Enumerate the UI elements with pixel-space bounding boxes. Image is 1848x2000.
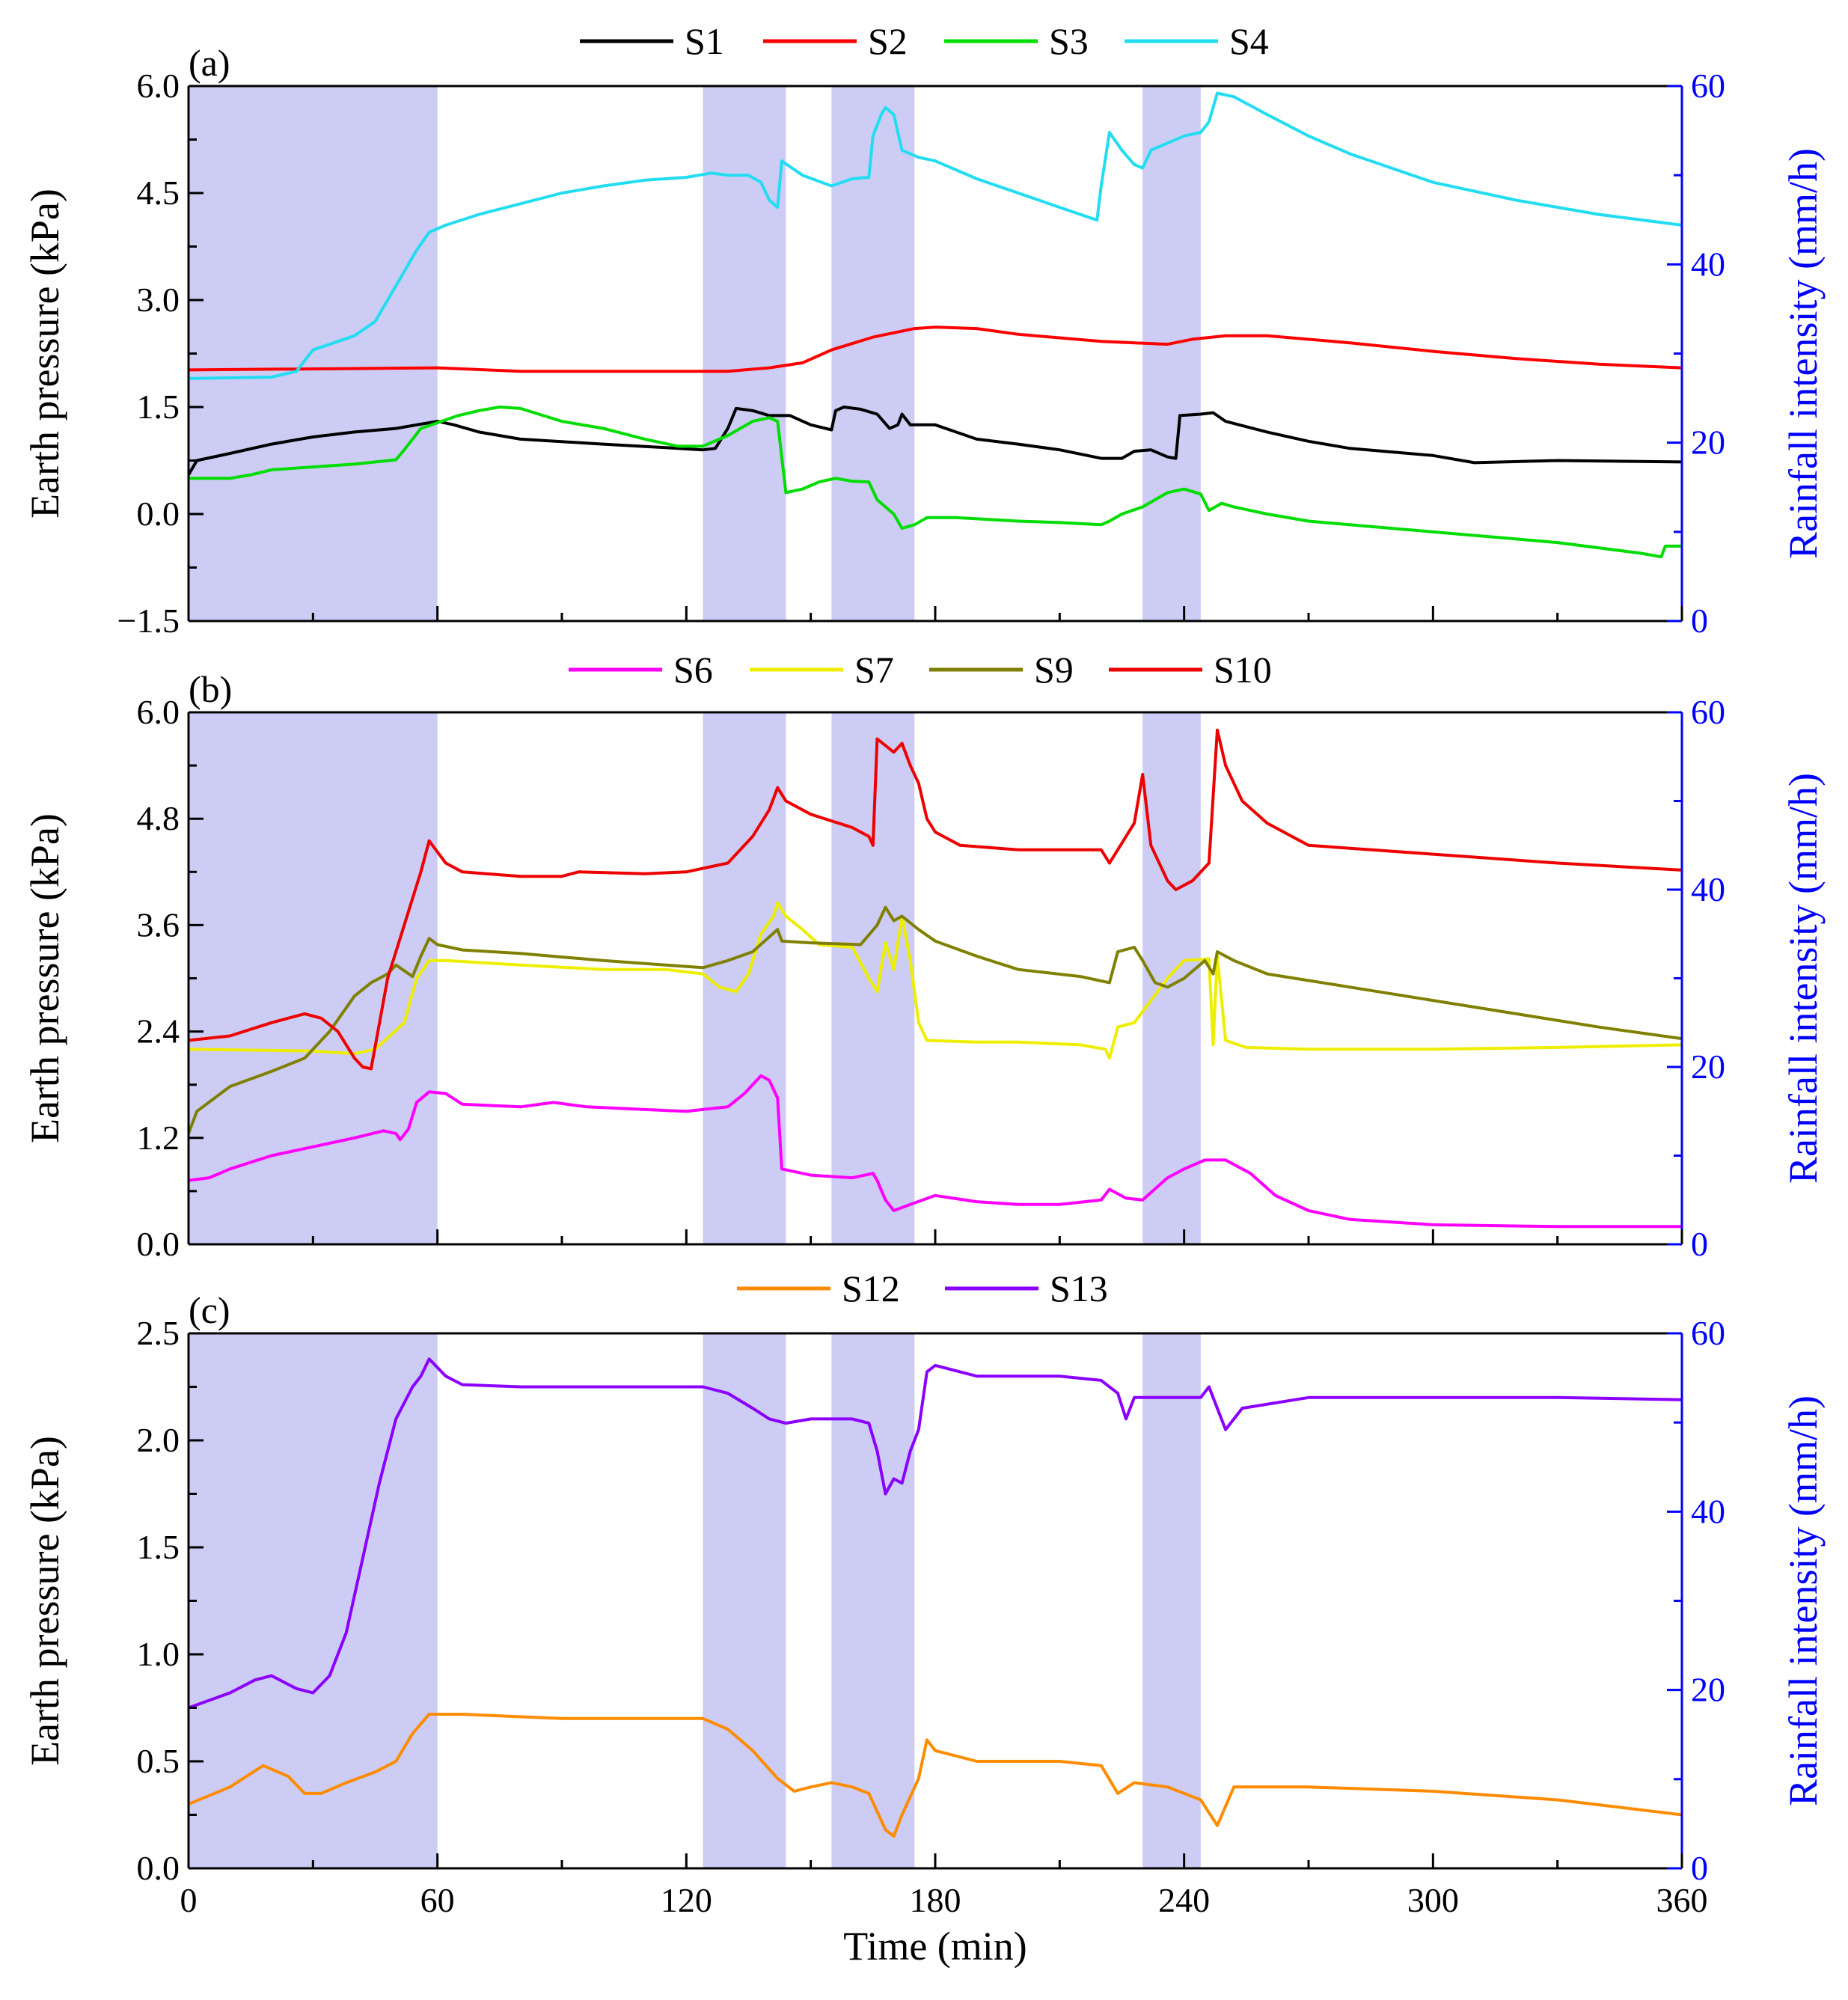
y-tick-label: 3.6 — [137, 905, 180, 944]
rainfall-band-1 — [703, 86, 786, 621]
legend-label-S7: S7 — [854, 649, 894, 691]
panel-1: 0.0 1.2 2.4 3.6 4.8 6.0 0 20 40 60 Earth pressure … — [22, 649, 1826, 1263]
y-tick-label: 0.0 — [137, 495, 180, 533]
rainfall-band-2 — [831, 712, 915, 1244]
y2-axis-title: Rainfall intensity (mm/h) — [1781, 1395, 1826, 1806]
series-line-S12 — [189, 1713, 1682, 1838]
legend-label-S6: S6 — [673, 649, 713, 691]
y-tick-label: 2.0 — [137, 1421, 180, 1459]
y-tick-label: 0.5 — [137, 1742, 180, 1780]
rainfall-band-3 — [1142, 1333, 1201, 1868]
legend: S6 S7 S9 S10 — [569, 649, 1272, 691]
y-tick-label: 1.2 — [137, 1119, 180, 1157]
series-line-S7 — [189, 901, 1682, 1060]
panel-label: (b) — [189, 668, 232, 710]
y-axis-title: Earth pressure (kPa) — [22, 1436, 67, 1766]
rainfall-band-0 — [189, 86, 438, 621]
y2-axis-title: Rainfall intensity (mm/h) — [1781, 148, 1826, 559]
y-tick-label: 4.5 — [137, 174, 180, 212]
legend-label-S10: S10 — [1214, 649, 1272, 691]
y2-tick-label: 0 — [1691, 1849, 1708, 1887]
legend-label-S4: S4 — [1229, 20, 1269, 62]
y2-tick-label: 20 — [1691, 1048, 1725, 1086]
y-axis-title: Earth pressure (kPa) — [22, 813, 67, 1143]
y-tick-label: 1.5 — [137, 1528, 180, 1566]
rainfall-band-0 — [189, 712, 438, 1244]
y2-tick-label: 20 — [1691, 423, 1725, 462]
y2-tick-label: 60 — [1691, 693, 1725, 731]
y2-tick-label: 0 — [1691, 1225, 1708, 1263]
x-tick-label: 180 — [910, 1881, 961, 1919]
series-line-S13 — [189, 1357, 1682, 1710]
y-tick-label: 2.4 — [137, 1012, 180, 1051]
rainfall-band-2 — [831, 1333, 915, 1868]
y-tick-label: 0.0 — [137, 1225, 180, 1263]
legend-label-S2: S2 — [868, 20, 908, 62]
y2-tick-label: 0 — [1691, 602, 1708, 640]
x-tick-label: 360 — [1656, 1881, 1708, 1919]
y-tick-label: 4.8 — [137, 799, 180, 837]
y2-tick-label: 20 — [1691, 1671, 1725, 1709]
x-axis-title: Time (min) — [843, 1924, 1027, 1969]
y-tick-label: 3.0 — [137, 281, 180, 319]
legend-label-S1: S1 — [685, 20, 724, 62]
rainfall-band-1 — [703, 1333, 786, 1868]
y-tick-label: 0.0 — [137, 1849, 180, 1887]
x-tick-label: 0 — [180, 1881, 198, 1919]
y-tick-label: 1.5 — [137, 388, 180, 426]
y-tick-label: 6.0 — [137, 693, 180, 731]
series-line-S3 — [189, 406, 1682, 559]
rainfall-band-3 — [1142, 86, 1201, 621]
y-axis-title: Earth pressure (kPa) — [22, 189, 67, 519]
panel-label: (c) — [189, 1289, 230, 1331]
legend-label-S12: S12 — [842, 1267, 900, 1309]
y-tick-label: 1.0 — [137, 1635, 180, 1673]
legend-label-S9: S9 — [1034, 649, 1074, 691]
panel-2: 0.0 0.5 1.0 1.5 2.0 2.5 0 20 40 60 0 60 120 180 240 300… — [22, 1267, 1826, 1969]
legend: S12 S13 — [737, 1267, 1108, 1309]
y-tick-label: −1.5 — [117, 602, 180, 640]
y2-tick-label: 60 — [1691, 67, 1725, 105]
x-tick-label: 120 — [661, 1881, 712, 1919]
y-tick-label: 2.5 — [137, 1314, 180, 1352]
series-line-S1 — [189, 406, 1682, 476]
rainfall-band-2 — [831, 86, 915, 621]
legend: S1 S2 S3 S4 — [580, 20, 1269, 62]
y2-axis-title: Rainfall intensity (mm/h) — [1781, 773, 1826, 1184]
y2-tick-label: 60 — [1691, 1314, 1725, 1352]
legend-label-S3: S3 — [1049, 20, 1089, 62]
x-tick-label: 240 — [1158, 1881, 1210, 1919]
panel-0: −1.5 0.0 1.5 3.0 4.5 6.0 0 20 40 60 Earth pressure… — [22, 20, 1826, 640]
y-tick-label: 6.0 — [137, 67, 180, 105]
y2-tick-label: 40 — [1691, 245, 1725, 283]
legend-label-S13: S13 — [1050, 1267, 1108, 1309]
series-line-S4 — [189, 91, 1682, 380]
series-line-S10 — [189, 728, 1682, 1071]
x-tick-label: 300 — [1407, 1881, 1459, 1919]
y2-tick-label: 40 — [1691, 870, 1725, 908]
series-line-S2 — [189, 325, 1682, 373]
y2-tick-label: 40 — [1691, 1492, 1725, 1530]
panel-label: (a) — [189, 42, 230, 84]
x-tick-label: 60 — [420, 1881, 455, 1919]
series-line-S6 — [189, 1074, 1682, 1229]
